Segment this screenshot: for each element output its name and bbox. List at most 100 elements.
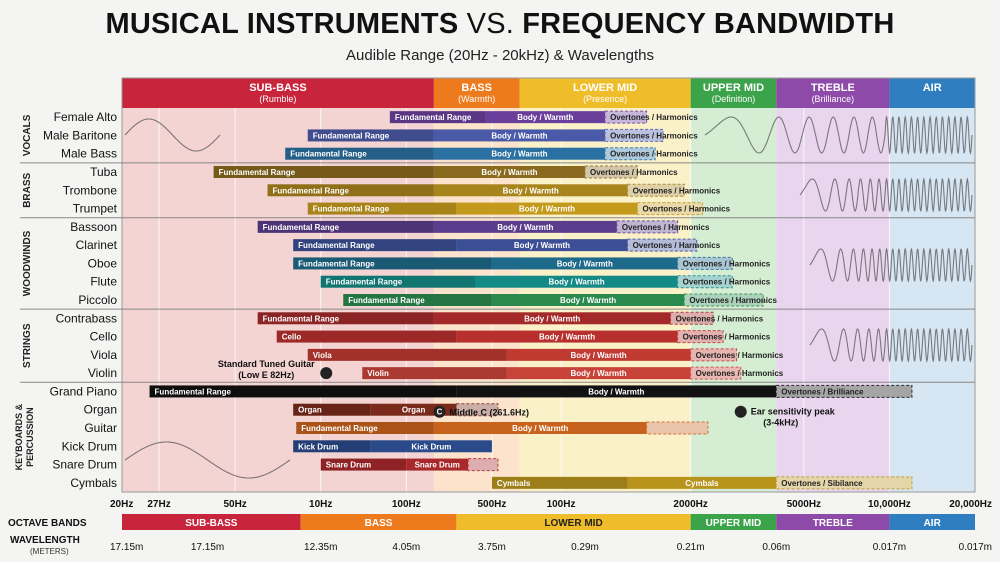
wavelength-value: 12.35m xyxy=(304,542,337,553)
octave-band xyxy=(776,514,890,530)
bar-label: Body / Warmth xyxy=(560,296,616,305)
bar-label: Fundamental Range xyxy=(326,278,403,287)
range-bar xyxy=(690,348,738,362)
bar-label: Body / Warmth xyxy=(497,223,553,232)
wavelength-value: 0.06m xyxy=(762,542,790,553)
range-bar xyxy=(491,476,628,489)
range-bar xyxy=(389,111,486,124)
bar-label: Fundamental Range xyxy=(263,223,340,232)
range-bar xyxy=(584,165,638,179)
waveform-kick xyxy=(124,441,291,479)
bar-label: Organ xyxy=(402,406,426,415)
bar-label: Body / Warmth xyxy=(548,278,604,287)
group-label: STRINGS xyxy=(22,323,33,368)
waveform-brass xyxy=(799,178,886,213)
range-bar xyxy=(677,275,733,289)
group-label: PERCUSSION xyxy=(25,407,35,467)
octave-band-label: LOWER MID xyxy=(544,518,602,529)
instrument-label: Female Alto xyxy=(54,110,118,124)
annotation-text: (3-4kHz) xyxy=(763,418,798,428)
range-bar xyxy=(491,294,685,306)
octave-band-label: AIR xyxy=(924,518,942,529)
range-bar xyxy=(433,312,671,325)
instrument-label: Guitar xyxy=(84,421,117,435)
octave-bands-label: OCTAVE BANDS xyxy=(8,518,87,529)
bar-label: Kick Drum xyxy=(411,442,451,451)
instrument-label: Male Baritone xyxy=(43,128,117,142)
range-bar xyxy=(455,403,499,417)
bar-label: Violin xyxy=(367,369,389,378)
range-bar xyxy=(604,147,656,161)
bar-label: Body / Warmth xyxy=(557,259,613,268)
annotation-text: Middle C (261.6Hz) xyxy=(449,408,529,418)
instrument-label: Kick Drum xyxy=(62,439,117,453)
frequency-tick: 10,000Hz xyxy=(868,499,911,510)
bar-label: Body / Warmth xyxy=(517,113,573,122)
bar-label: Body / Warmth xyxy=(514,241,570,250)
bar-label: Organ xyxy=(298,406,322,415)
band-header-label: LOWER MID xyxy=(573,82,637,94)
range-bar xyxy=(604,110,648,124)
range-bar xyxy=(307,129,434,142)
waveform-air-4 xyxy=(884,327,973,363)
page-title: MUSICAL INSTRUMENTS VS. FREQUENCY BANDWI… xyxy=(0,8,1000,41)
range-bar xyxy=(257,220,434,233)
group-label: BRASS xyxy=(22,172,33,207)
band-header xyxy=(433,78,520,108)
bar-label: Fundamental Range xyxy=(313,205,390,214)
title-main-2: FREQUENCY BANDWIDTH xyxy=(522,8,895,40)
frequency-tick: 50Hz xyxy=(223,499,246,510)
bar-label: Overtones / Brilliance xyxy=(781,387,864,396)
range-bar xyxy=(293,440,371,453)
wavelength-sub-label: (METERS) xyxy=(30,547,69,556)
range-bar xyxy=(433,422,647,434)
bar-label: Overtones / Harmonics xyxy=(610,113,698,122)
range-bar xyxy=(456,385,777,398)
range-bar xyxy=(293,239,457,252)
instrument-label: Contrabass xyxy=(56,311,117,325)
chart-frame xyxy=(121,77,976,493)
waveform-strings xyxy=(809,328,886,362)
range-bar xyxy=(362,367,507,380)
bar-label: Body / Warmth xyxy=(588,387,644,396)
band-header xyxy=(776,78,890,108)
range-bar xyxy=(433,184,628,197)
bar-label: Body / Warmth xyxy=(570,369,626,378)
bar-label: Overtones / Harmonics xyxy=(622,223,710,232)
band-header-sub: (Brilliance) xyxy=(812,94,855,104)
annotation-marker xyxy=(320,367,333,380)
range-bar xyxy=(604,128,664,142)
range-bar xyxy=(670,311,714,325)
bar-label: Body / Warmth xyxy=(481,168,537,177)
waveform-low xyxy=(124,118,221,152)
range-bar xyxy=(616,220,679,234)
frequency-tick: 5000Hz xyxy=(787,499,821,510)
range-bar xyxy=(775,476,913,490)
instrument-label: Organ xyxy=(84,403,117,417)
instrument-label: Violin xyxy=(88,366,117,380)
band-header-label: BASS xyxy=(461,82,492,94)
range-bar xyxy=(296,422,434,434)
instrument-label: Clarinet xyxy=(76,238,118,252)
wavelength-value: 0.017m xyxy=(873,542,906,553)
range-bar xyxy=(257,312,434,325)
bar-label: Overtones / Sibilance xyxy=(781,479,863,488)
frequency-tick: 10Hz xyxy=(309,499,332,510)
bar-label: Overtones / Harmonics xyxy=(689,296,777,305)
instrument-label: Male Bass xyxy=(61,147,117,161)
band-header-sub: (Rumble) xyxy=(259,94,296,104)
waveform-air-3 xyxy=(884,247,973,283)
bar-label: Fundamental Range xyxy=(263,314,340,323)
range-bar xyxy=(646,421,709,435)
octave-band-label: SUB-BASS xyxy=(185,518,238,529)
annotation-badge: C xyxy=(437,408,443,417)
band-header-label: UPPER MID xyxy=(703,82,764,94)
range-bar xyxy=(677,330,724,344)
bar-label: Body / Warmth xyxy=(503,186,559,195)
bar-label: Overtones / Harmonics xyxy=(610,150,698,159)
bar-label: Fundamental Range xyxy=(219,168,296,177)
bar-label: Overtones / Harmonics xyxy=(642,205,730,214)
instrument-label: Viola xyxy=(91,348,118,362)
bar-label: Fundamental Range xyxy=(301,424,378,433)
